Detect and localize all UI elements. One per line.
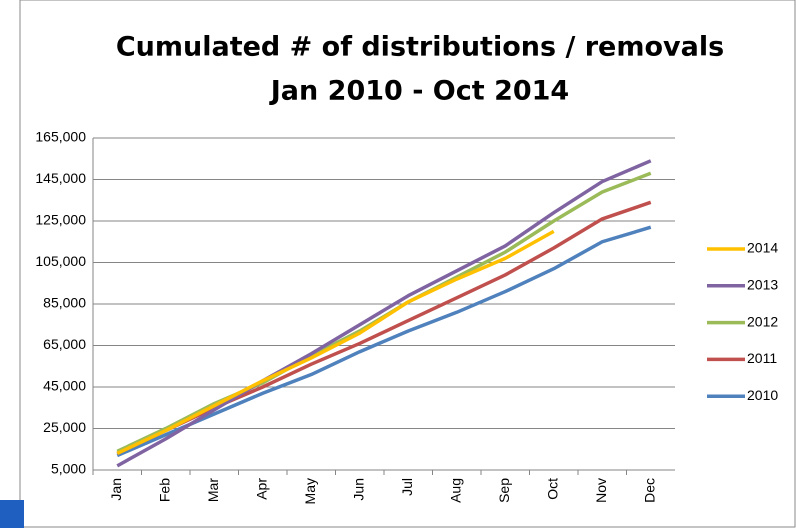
- series-line: [116, 159, 652, 468]
- series-line: [116, 229, 555, 455]
- legend-label: 2010: [747, 387, 778, 403]
- legend-label: 2014: [747, 240, 778, 256]
- y-tick-label: 125,000: [35, 212, 86, 228]
- x-tick-label: Dec: [641, 478, 657, 503]
- y-tick-label: 25,000: [43, 419, 86, 435]
- y-tick-label: 145,000: [35, 170, 86, 186]
- x-tick-label: Feb: [156, 478, 172, 502]
- x-tick-label: Sep: [496, 478, 512, 503]
- y-tick-label: 165,000: [35, 129, 86, 145]
- x-tick-label: May: [302, 478, 318, 504]
- x-tick-label: Oct: [544, 478, 560, 500]
- corner-decoration: [0, 500, 24, 528]
- x-tick-label: Mar: [205, 478, 221, 502]
- x-tick-label: Apr: [253, 478, 269, 500]
- x-tick-label: Jun: [350, 478, 366, 501]
- legend-label: 2011: [747, 350, 777, 366]
- x-tick-label: Nov: [593, 478, 609, 503]
- x-tick-label: Jul: [399, 478, 415, 496]
- x-tick-label: Jan: [108, 478, 124, 501]
- legend-label: 2013: [747, 277, 778, 293]
- y-tick-label: 85,000: [43, 295, 86, 311]
- y-tick-label: 45,000: [43, 378, 86, 394]
- y-tick-label: 105,000: [35, 253, 86, 269]
- y-tick-label: 5,000: [51, 461, 86, 477]
- y-tick-label: 65,000: [43, 336, 86, 352]
- series-line: [116, 225, 652, 458]
- legend-label: 2012: [747, 313, 778, 329]
- x-tick-label: Aug: [447, 478, 463, 503]
- chart-title: Cumulated # of distributions / removals: [116, 32, 724, 63]
- chart-title: Jan 2010 - Oct 2014: [269, 76, 569, 107]
